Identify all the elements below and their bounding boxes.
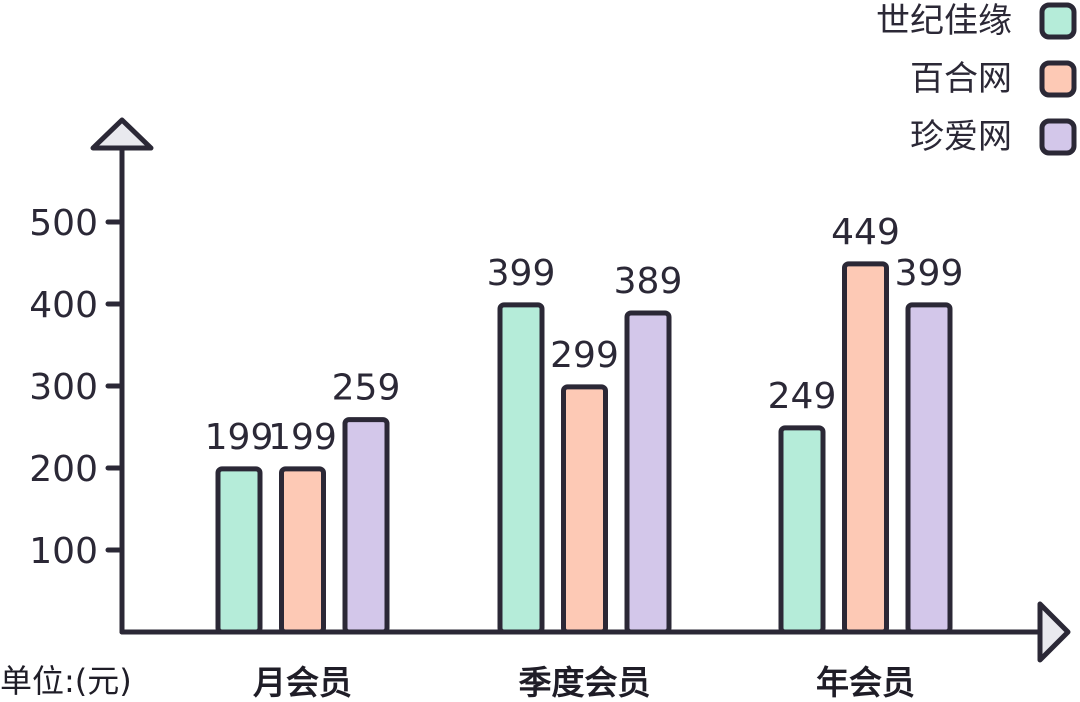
category-labels: 月会员 季度会员 年会员 [253, 663, 915, 702]
legend-label: 世纪佳缘 [876, 1, 1012, 41]
bar-value-label: 259 [332, 368, 401, 409]
y-tick-label: 500 [29, 203, 98, 244]
bar-value-label: 399 [895, 253, 964, 294]
bar [905, 302, 953, 635]
x-axis-arrow-icon [1037, 601, 1071, 663]
y-tick-label: 200 [29, 449, 98, 490]
bar [842, 261, 889, 635]
bar [624, 310, 672, 635]
legend-label: 百合网 [910, 59, 1012, 99]
bar-value-label: 299 [550, 335, 619, 376]
bar [778, 425, 826, 635]
y-axis-arrow-icon [90, 117, 154, 151]
category-label: 季度会员 [519, 663, 651, 702]
unit-label: 单位:(元) [0, 662, 132, 700]
bar-value-label: 199 [268, 417, 337, 458]
legend-label: 珍爱网 [910, 117, 1012, 157]
y-tick-label: 300 [29, 367, 98, 408]
bar [561, 384, 608, 635]
bar-value-label: 399 [487, 253, 556, 294]
bar-value-label: 199 [205, 417, 274, 458]
category-label: 年会员 [816, 663, 915, 702]
legend-swatch [1039, 60, 1077, 98]
y-ticks: 100 200 300 400 500 [29, 203, 125, 572]
bar [279, 466, 326, 635]
category-label: 月会员 [253, 663, 352, 702]
bar-value-label: 449 [831, 212, 900, 253]
bar [215, 466, 263, 635]
bar-value-label: 249 [768, 376, 837, 417]
bars [215, 261, 953, 635]
bar [497, 302, 545, 635]
y-tick-label: 100 [29, 531, 98, 572]
legend-swatch [1039, 2, 1077, 40]
bar [342, 417, 390, 635]
bar-value-label: 389 [614, 261, 683, 302]
legend-swatch [1039, 118, 1077, 156]
y-tick-label: 400 [29, 285, 98, 326]
